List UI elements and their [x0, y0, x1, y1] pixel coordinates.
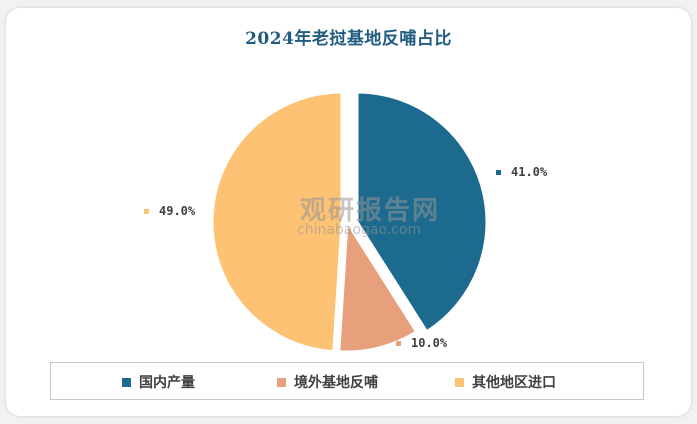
- data-label-2: 10.0%: [396, 336, 447, 350]
- legend-item-3: 其他地区进口: [455, 372, 556, 392]
- legend-label: 其他地区进口: [472, 375, 556, 391]
- data-label-marker: [144, 208, 149, 214]
- watermark-url: chinabaogao.com: [297, 222, 422, 238]
- legend-item-1: 国内产量: [122, 372, 195, 392]
- watermark-text: 观研报告网: [300, 196, 441, 226]
- pie-slice-2: [337, 217, 419, 354]
- chart-title: 2024年老挝基地反哺占比: [245, 29, 452, 49]
- legend-swatch: [277, 377, 286, 387]
- data-label-text: 10.0%: [411, 336, 448, 350]
- data-label-1: 41.0%: [496, 165, 547, 179]
- data-label-marker: [496, 169, 501, 175]
- pie-slice-1: [355, 90, 489, 334]
- legend-item-2: 境外基地反哺: [277, 372, 378, 392]
- data-label-marker: [396, 340, 401, 346]
- legend-label: 国内产量: [139, 375, 195, 391]
- data-label-text: 49.0%: [159, 204, 196, 218]
- legend-swatch: [122, 377, 131, 387]
- legend: [50, 362, 644, 400]
- data-label-3: 49.0%: [144, 204, 195, 218]
- legend-swatch: [455, 377, 464, 387]
- pie-slice-3: [210, 90, 344, 354]
- data-label-text: 41.0%: [511, 165, 548, 179]
- legend-label: 境外基地反哺: [294, 375, 378, 391]
